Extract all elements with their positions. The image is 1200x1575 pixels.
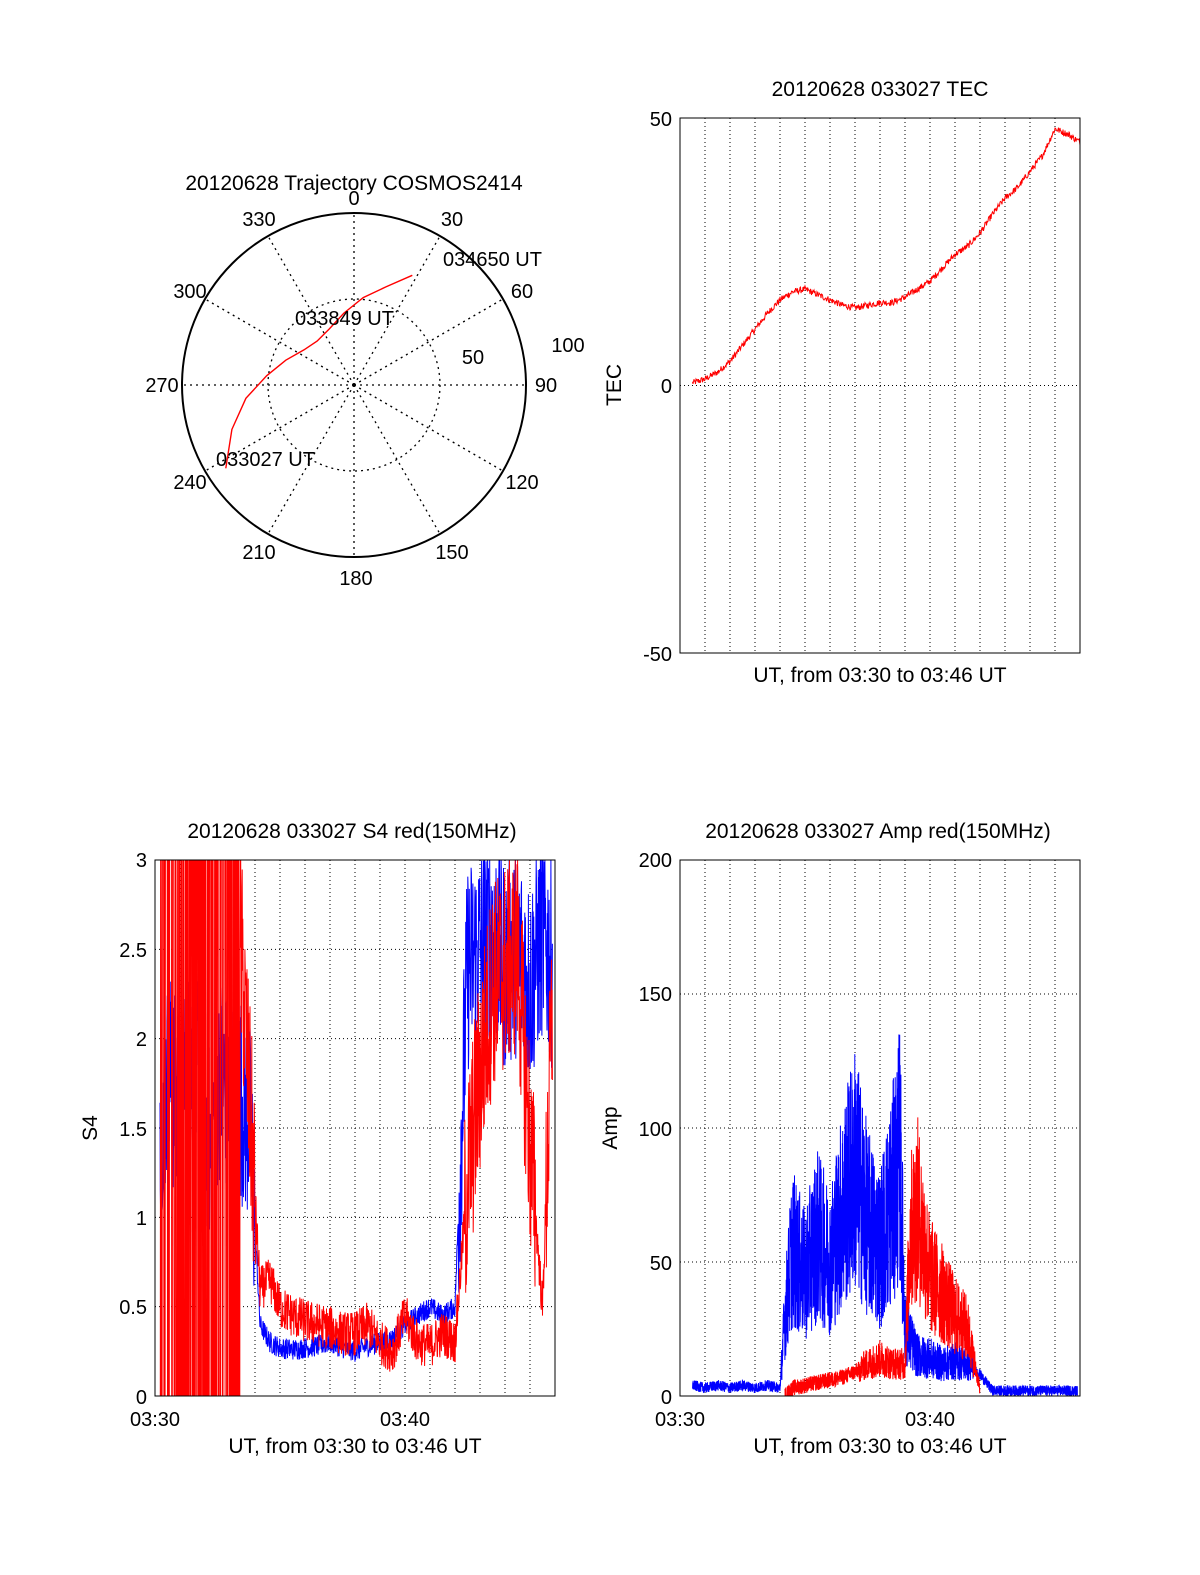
amp-panel: 20120628 033027 Amp red(150MHz) 200 150 … xyxy=(599,820,1081,1458)
s4-ytick-1: 1 xyxy=(136,1208,147,1230)
azimuth-label-240: 240 xyxy=(173,472,206,494)
azimuth-label-150: 150 xyxy=(435,542,468,564)
tec-ytick-neg50: -50 xyxy=(643,644,672,666)
amp-series xyxy=(692,1034,1078,1397)
polar-spoke-60 xyxy=(353,298,504,386)
tec-xlabel: UT, from 03:30 to 03:46 UT xyxy=(753,664,1006,687)
radial-label-100: 100 xyxy=(551,335,584,357)
amp-ytick-0: 0 xyxy=(661,1387,672,1409)
amp-blue-line xyxy=(692,1034,1078,1397)
tec-series xyxy=(692,127,1081,385)
azimuth-label-300: 300 xyxy=(173,281,206,303)
polar-spoke-150 xyxy=(353,384,441,535)
azimuth-label-330: 330 xyxy=(242,209,275,231)
annotation-mid-time: 033849 UT xyxy=(295,308,394,330)
azimuth-label-270: 270 xyxy=(145,375,178,397)
s4-xtick-0330: 03:30 xyxy=(130,1409,180,1431)
polar-spoke-30 xyxy=(353,235,441,386)
s4-title: 20120628 033027 S4 red(150MHz) xyxy=(187,820,516,843)
s4-ytick-2-5: 2.5 xyxy=(119,940,147,962)
amp-xtick-0340: 03:40 xyxy=(905,1409,955,1431)
s4-series xyxy=(159,859,553,1397)
amp-ytick-100: 100 xyxy=(639,1119,672,1141)
azimuth-label-0: 0 xyxy=(348,188,359,210)
polar-spoke-120 xyxy=(353,384,504,472)
s4-panel: 20120628 033027 S4 red(150MHz) 3 2.5 2 1… xyxy=(79,820,556,1458)
s4-plot-frame xyxy=(154,859,556,1397)
polar-spoke-240 xyxy=(204,384,355,472)
tec-ytick-0: 0 xyxy=(661,376,672,398)
s4-ytick-1-5: 1.5 xyxy=(119,1119,147,1141)
amp-xlabel: UT, from 03:30 to 03:46 UT xyxy=(753,1435,1006,1458)
azimuth-label-90: 90 xyxy=(535,375,557,397)
s4-ylabel: S4 xyxy=(79,1115,102,1141)
azimuth-label-30: 30 xyxy=(441,209,463,231)
trajectory-line xyxy=(225,274,413,469)
amp-xtick-0330: 03:30 xyxy=(655,1409,705,1431)
s4-ytick-2: 2 xyxy=(136,1029,147,1051)
polar-spoke-210 xyxy=(267,384,355,535)
tec-title: 20120628 033027 TEC xyxy=(772,78,989,101)
amp-ytick-150: 150 xyxy=(639,984,672,1006)
s4-xtick-0340: 03:40 xyxy=(380,1409,430,1431)
annotation-end-time: 034650 UT xyxy=(443,249,542,271)
tec-line xyxy=(692,127,1081,385)
azimuth-label-120: 120 xyxy=(505,472,538,494)
tec-grid xyxy=(680,118,1080,653)
tec-ytick-50: 50 xyxy=(650,109,672,131)
s4-ytick-0-5: 0.5 xyxy=(119,1297,147,1319)
amp-ylabel: Amp xyxy=(599,1106,622,1149)
amp-plot-frame xyxy=(679,859,1081,1397)
s4-ytick-3: 3 xyxy=(136,850,147,872)
polar-grid xyxy=(182,213,526,557)
azimuth-label-210: 210 xyxy=(242,542,275,564)
tec-ylabel: TEC xyxy=(603,364,626,406)
tec-plot-frame xyxy=(679,117,1081,654)
amp-title: 20120628 033027 Amp red(150MHz) xyxy=(705,820,1051,843)
amp-red-line xyxy=(784,1117,981,1397)
s4-xlabel: UT, from 03:30 to 03:46 UT xyxy=(228,1435,481,1458)
tec-panel: 20120628 033027 TEC 50 0 -50 UT, from 03… xyxy=(603,78,1081,687)
azimuth-label-60: 60 xyxy=(511,281,533,303)
trajectory-title: 20120628 Trajectory COSMOS2414 xyxy=(185,172,523,195)
amp-ytick-200: 200 xyxy=(639,850,672,872)
radial-label-50: 50 xyxy=(462,347,484,369)
annotation-start-time: 033027 UT xyxy=(216,449,315,471)
trajectory-panel: 20120628 Trajectory COSMOS2414 0 30 60 9… xyxy=(145,172,584,590)
s4-ytick-0: 0 xyxy=(136,1387,147,1409)
azimuth-label-180: 180 xyxy=(339,568,372,590)
polar-outer-ring xyxy=(181,212,527,558)
amp-ytick-50: 50 xyxy=(650,1253,672,1275)
polar-spoke-300 xyxy=(204,298,355,386)
polar-spoke-330 xyxy=(267,235,355,386)
